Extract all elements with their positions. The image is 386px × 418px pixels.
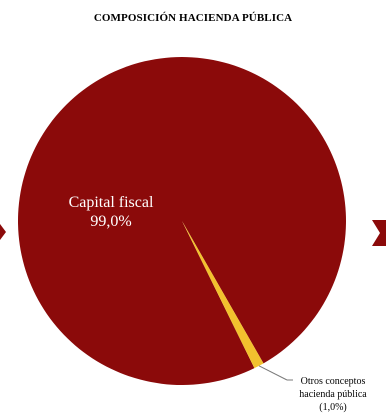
slice-label-otros-line-1: Otros conceptos <box>301 376 366 387</box>
pie-slice-otros-conceptos <box>182 221 264 369</box>
chart-title: COMPOSICIÓN HACIENDA PÚBLICA <box>93 12 293 24</box>
slice-label-otros-line-2: hacienda pública <box>299 389 367 400</box>
pie-slice-capital-fiscal <box>18 56 347 385</box>
left-arrow-icon <box>0 220 6 240</box>
slice-label-capital-fiscal: Capital fiscal <box>69 194 154 211</box>
right-arrow-icon <box>372 220 386 246</box>
slice-value-capital-fiscal: 99,0% <box>90 213 131 230</box>
leader-line <box>258 365 288 381</box>
slice-value-otros: (1,0%) <box>319 402 347 413</box>
